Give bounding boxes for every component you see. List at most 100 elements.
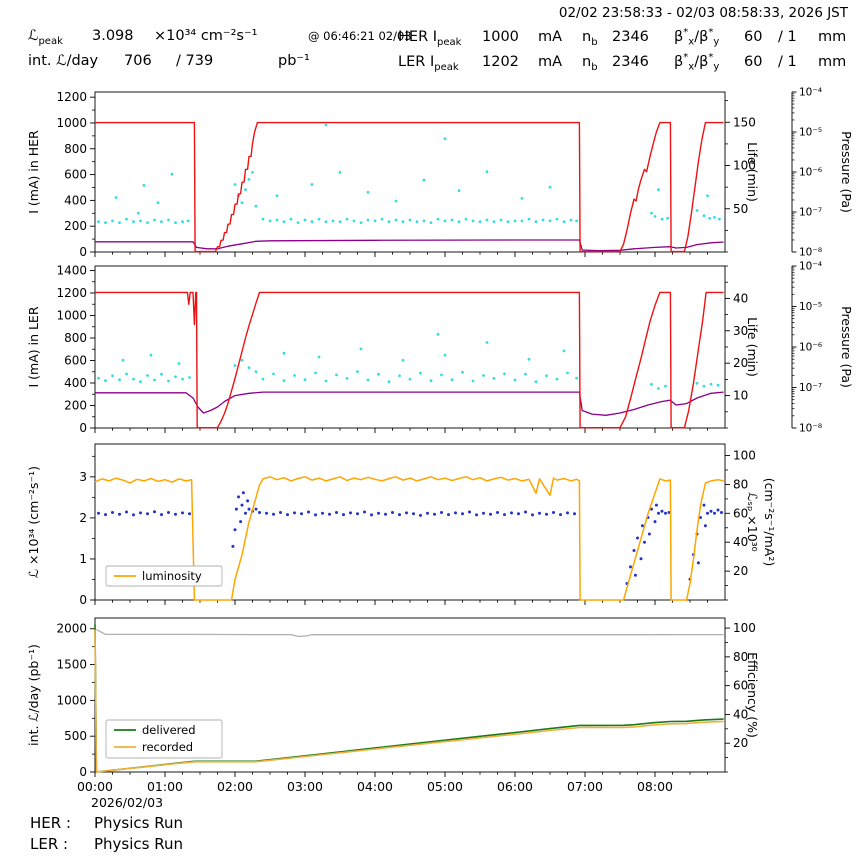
her-run-mode-row: HER : Physics Run <box>30 814 183 835</box>
time-range-label: 02/02 23:58:33 - 02/03 08:58:33, 2026 JS… <box>558 5 848 21</box>
svg-text:0: 0 <box>79 593 87 606</box>
svg-text:03:00: 03:00 <box>287 779 323 794</box>
svg-text:3: 3 <box>79 470 87 484</box>
series-her_lifetime <box>97 123 721 225</box>
her-ipeak-label: HER Ipeak <box>398 28 462 48</box>
svg-text:20: 20 <box>733 356 748 370</box>
intl-label: int. ℒ/day <box>28 53 99 69</box>
svg-text:ℒ ×10³⁴ (cm⁻²s⁻¹): ℒ ×10³⁴ (cm⁻²s⁻¹) <box>26 466 41 578</box>
her-run-mode-label: HER : <box>30 814 72 832</box>
chart-panel-luminosity: 0 1 2 3 ℒ ×10³⁴ (cm⁻²s⁻¹) 20 40 60 80 100 ℒₛₚ ×10³… <box>0 436 864 606</box>
intl-total: / 739 <box>176 53 214 69</box>
panel-svg-luminosity: 0 1 2 3 ℒ ×10³⁴ (cm⁻²s⁻¹) 20 40 60 80 100 ℒₛₚ ×10³… <box>26 443 777 606</box>
svg-text:800: 800 <box>64 142 87 156</box>
her-ipeak-unit: mA <box>538 28 563 45</box>
svg-text:1000: 1000 <box>56 116 87 130</box>
svg-text:150: 150 <box>733 115 756 129</box>
svg-text:10⁻⁷: 10⁻⁷ <box>799 207 822 219</box>
svg-text:10⁻⁴: 10⁻⁴ <box>799 261 822 273</box>
svg-text:40: 40 <box>733 535 748 549</box>
her-nb-label: nb <box>582 28 598 48</box>
svg-text:01:00: 01:00 <box>147 779 183 794</box>
svg-text:Pressure (Pa): Pressure (Pa) <box>839 306 854 388</box>
ler-beta-y-value: / 1 <box>778 53 797 70</box>
svg-text:05:00: 05:00 <box>427 779 463 794</box>
svg-text:10⁻⁶: 10⁻⁶ <box>799 167 822 179</box>
intl-value: 706 <box>124 53 152 69</box>
legend-luminosity: luminosity <box>105 565 223 587</box>
axes-luminosity: 0 1 2 3 ℒ ×10³⁴ (cm⁻²s⁻¹) 20 40 60 80 100 ℒₛₚ ×10³… <box>26 449 777 606</box>
svg-text:06:00: 06:00 <box>497 779 533 794</box>
svg-text:400: 400 <box>64 193 87 207</box>
panel-svg-ler: 0 200 400 600 800 1000 1200 1400 I (mA) in LER 10… <box>26 261 854 435</box>
her-beta-x-value: 60 <box>744 28 763 45</box>
panel-svg-integrated: 00:00 01:00 02:00 03:00 04:00 05:00 06:00 07:00… <box>26 617 760 810</box>
svg-text:08:00: 08:00 <box>637 779 673 794</box>
svg-text:1500: 1500 <box>56 658 87 672</box>
header-row-1: ℒpeak 3.098 ×10³⁴ cm⁻²s⁻¹ @ 06:46:21 02/… <box>0 28 864 52</box>
svg-text:ℒₛₚ ×10³⁰: ℒₛₚ ×10³⁰ <box>745 492 760 551</box>
lpeak-label: ℒpeak <box>28 28 63 47</box>
svg-text:04:00: 04:00 <box>357 779 393 794</box>
her-beta-label: β*x/β*y <box>674 27 720 48</box>
series-efficiency <box>96 628 724 638</box>
svg-text:30: 30 <box>733 324 748 338</box>
svg-text:luminosity: luminosity <box>142 569 202 583</box>
series-ler_current <box>95 291 724 429</box>
svg-text:10⁻⁵: 10⁻⁵ <box>799 301 822 313</box>
svg-text:2000: 2000 <box>56 622 87 636</box>
svg-text:Efficiency (%): Efficiency (%) <box>745 652 760 738</box>
her-beta-unit: mm <box>818 28 847 45</box>
panel-svg-her: 0 200 400 600 800 1000 1200 I (mA) in HER 50 100 1… <box>26 87 854 259</box>
ler-params-group: LER Ipeak 1202 mA nb 2346 β*x/β*y 60 / 1… <box>398 53 846 73</box>
svg-text:40: 40 <box>733 707 748 721</box>
svg-text:60: 60 <box>733 679 748 693</box>
intl-group: int. ℒ/day 706 / 739 pb⁻¹ <box>28 53 310 69</box>
svg-text:10⁻⁵: 10⁻⁵ <box>799 127 822 139</box>
svg-text:1000: 1000 <box>56 309 87 323</box>
svg-text:10⁻⁴: 10⁻⁴ <box>799 87 822 99</box>
svg-text:10⁻⁸: 10⁻⁸ <box>799 247 822 259</box>
lpeak-value: 3.098 <box>92 28 134 44</box>
svg-text:100: 100 <box>733 449 756 463</box>
svg-text:600: 600 <box>64 354 87 368</box>
her-params-group: HER Ipeak 1000 mA nb 2346 β*x/β*y 60 / 1… <box>398 28 846 48</box>
lpeak-group: ℒpeak 3.098 ×10³⁴ cm⁻²s⁻¹ @ 06:46:21 02/… <box>28 28 412 47</box>
ler-run-mode-value: Physics Run <box>94 835 184 853</box>
svg-text:500: 500 <box>64 729 87 743</box>
her-nb-value: 2346 <box>612 28 649 45</box>
axes-her: 0 200 400 600 800 1000 1200 I (mA) in HER 50 100 1… <box>26 87 854 259</box>
svg-text:Pressure (Pa): Pressure (Pa) <box>839 131 854 213</box>
svg-text:50: 50 <box>733 202 748 216</box>
ler-beta-label: β*x/β*y <box>674 52 720 73</box>
ler-beta-x-value: 60 <box>744 53 763 70</box>
svg-text:Life (min): Life (min) <box>745 142 760 202</box>
svg-text:80: 80 <box>733 477 748 491</box>
svg-text:200: 200 <box>64 399 87 413</box>
her-ipeak-value: 1000 <box>482 28 519 45</box>
series-ler_lifetime <box>97 333 720 390</box>
axes-ler: 0 200 400 600 800 1000 1200 1400 I (mA) in LER 10… <box>26 261 854 435</box>
svg-text:10⁻⁸: 10⁻⁸ <box>799 423 822 435</box>
series-luminosity <box>94 476 724 601</box>
svg-text:200: 200 <box>64 219 87 233</box>
svg-text:1400: 1400 <box>56 264 87 278</box>
svg-text:10⁻⁶: 10⁻⁶ <box>799 342 822 354</box>
ler-ipeak-value: 1202 <box>482 53 519 70</box>
run-mode-footer: HER : Physics Run LER : Physics Run <box>30 814 183 856</box>
ler-nb-value: 2346 <box>612 53 649 70</box>
ler-ipeak-label: LER Ipeak <box>398 53 459 73</box>
svg-text:0: 0 <box>79 245 87 258</box>
svg-text:100: 100 <box>733 159 756 173</box>
svg-text:07:00: 07:00 <box>567 779 603 794</box>
svg-text:I (mA) in LER: I (mA) in LER <box>26 306 41 387</box>
series-recorded <box>94 629 724 773</box>
svg-text:Life (min): Life (min) <box>745 317 760 377</box>
series-her_current <box>95 121 724 253</box>
svg-text:800: 800 <box>64 331 87 345</box>
legend-integrated: delivered recorded <box>105 719 223 759</box>
svg-text:60: 60 <box>733 506 748 520</box>
chart-panel-integrated-luminosity: 00:00 01:00 02:00 03:00 04:00 05:00 06:00 07:00… <box>0 608 864 818</box>
svg-text:20: 20 <box>733 564 748 578</box>
